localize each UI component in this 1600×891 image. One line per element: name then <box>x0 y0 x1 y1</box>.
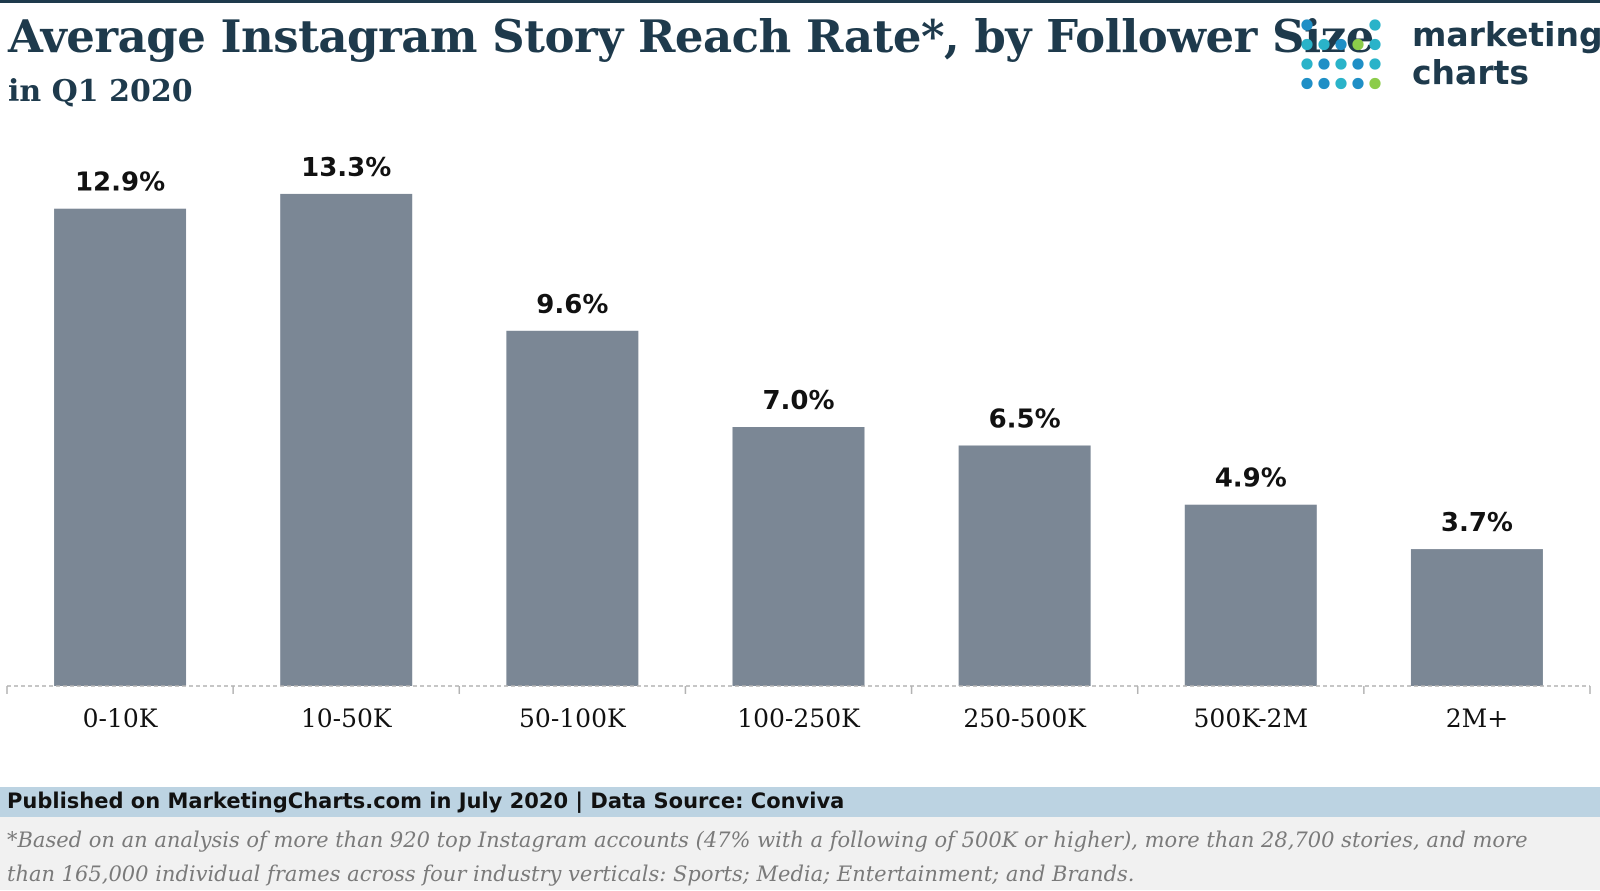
logo-line-2: charts <box>1412 53 1530 92</box>
bar-100-250K <box>732 427 865 686</box>
bar-chart: 12.9% 13.3% 9.6% 7.0% 6.5% 4.9% 3.7% 0-10K 10-5… <box>6 153 1591 733</box>
value-labels-group: 12.9% 13.3% 9.6% 7.0% 6.5% 4.9% 3.7% <box>75 153 1513 538</box>
top-rule <box>0 0 1600 3</box>
logo-dot <box>1335 58 1347 70</box>
chart-subtitle: in Q1 2020 <box>8 74 193 109</box>
logo-dot <box>1301 58 1313 70</box>
bar-2M+ <box>1410 549 1543 686</box>
category-label: 500K-2M <box>1194 704 1309 733</box>
bar-250-500K <box>958 445 1091 686</box>
category-label: 250-500K <box>963 704 1087 733</box>
logo-dot <box>1335 38 1347 51</box>
chart-title: Average Instagram Story Reach Rate*, by … <box>8 10 1374 63</box>
value-label: 13.3% <box>301 153 391 183</box>
bar-10-50K <box>280 193 413 686</box>
footnote-text: *Based on an analysis of more than 920 t… <box>7 828 1528 886</box>
logo-dot <box>1318 58 1330 70</box>
logo-dot <box>1301 19 1313 31</box>
category-label: 10-50K <box>301 704 393 733</box>
axis-ticks-group <box>6 686 1591 694</box>
value-label: 6.5% <box>989 405 1061 435</box>
category-label: 2M+ <box>1446 704 1508 733</box>
bar-500K-2M <box>1184 504 1317 686</box>
bar-50-100K <box>506 330 639 686</box>
logo-dot <box>1352 58 1364 70</box>
logo-dot <box>1369 58 1381 70</box>
value-label: 9.6% <box>536 290 608 320</box>
value-label: 4.9% <box>1215 464 1287 494</box>
logo-dot <box>1335 77 1347 90</box>
value-label: 12.9% <box>75 168 165 198</box>
logo-dot <box>1318 77 1330 90</box>
logo-text: marketing charts <box>1412 16 1600 92</box>
value-label: 3.7% <box>1441 508 1513 538</box>
logo-dot <box>1369 19 1381 31</box>
logo-dot <box>1352 38 1364 51</box>
bar-0-10K <box>54 208 187 686</box>
marketingcharts-logo: marketing charts <box>1300 14 1600 104</box>
category-label: 100-250K <box>737 704 861 733</box>
source-bar: Published on MarketingCharts.com in July… <box>0 787 1600 817</box>
logo-dots-icon <box>1301 19 1381 90</box>
logo-dot <box>1352 77 1364 90</box>
category-label: 0-10K <box>83 704 159 733</box>
logo-line-1: marketing <box>1412 15 1600 54</box>
category-label: 50-100K <box>519 704 627 733</box>
published-source-text: Published on MarketingCharts.com in July… <box>7 789 845 813</box>
logo-dot <box>1369 38 1381 51</box>
category-labels-group: 0-10K 10-50K 50-100K 100-250K 250-500K 500K-2… <box>83 704 1509 733</box>
bars-group <box>54 193 1543 686</box>
logo-dot <box>1318 38 1330 51</box>
footnote-area: *Based on an analysis of more than 920 t… <box>0 817 1600 890</box>
logo-dot <box>1369 77 1381 90</box>
logo-dot <box>1301 38 1313 51</box>
value-label: 7.0% <box>762 386 834 416</box>
logo-dot <box>1301 77 1313 90</box>
